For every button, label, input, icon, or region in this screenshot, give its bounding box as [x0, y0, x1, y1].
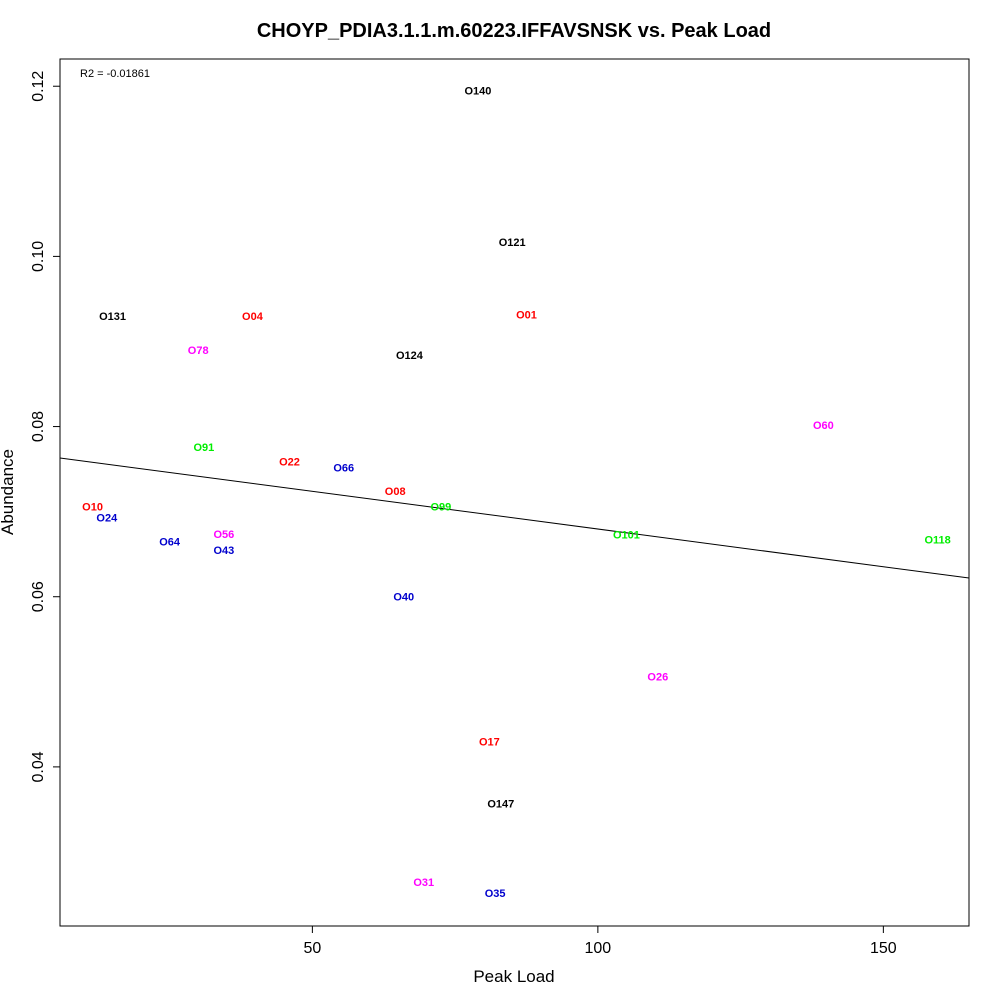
data-point-o91: O91 [193, 442, 214, 454]
y-tick-label: 0.06 [30, 581, 47, 612]
data-point-o121: O121 [499, 237, 526, 249]
data-point-o35: O35 [485, 888, 506, 900]
r2-annotation: R2 = -0.01861 [80, 68, 150, 80]
data-point-o131: O131 [99, 311, 126, 323]
plot-area-frame [59, 58, 970, 927]
chart-title: CHOYP_PDIA3.1.1.m.60223.IFFAVSNSK vs. Pe… [257, 20, 771, 42]
data-point-o78: O78 [188, 345, 209, 357]
x-tick-label: 150 [870, 940, 897, 957]
data-point-o04: O04 [242, 311, 264, 323]
data-point-o147: O147 [487, 798, 514, 810]
data-point-o26: O26 [647, 672, 668, 684]
x-tick-label: 50 [303, 940, 321, 957]
x-tick-label: 100 [585, 940, 612, 957]
y-tick-label: 0.04 [30, 751, 47, 782]
data-point-o17: O17 [479, 736, 500, 748]
data-point-o43: O43 [213, 545, 234, 557]
data-point-o101: O101 [613, 530, 640, 542]
data-points: O140 O121 O131 O04 O01 O78 O124 O60 O91 O22 O66 O08… [82, 85, 951, 899]
data-point-o10: O10 [82, 502, 103, 514]
data-point-o40: O40 [393, 592, 414, 604]
data-point-o99: O99 [430, 502, 451, 514]
data-point-o140: O140 [464, 85, 491, 97]
x-axis-label: Peak Load [473, 967, 554, 986]
data-point-o31: O31 [413, 877, 434, 889]
y-tick-label: 0.12 [30, 71, 47, 102]
data-point-o124: O124 [396, 350, 424, 362]
data-point-o24: O24 [96, 513, 118, 525]
x-axis: 50 100 150 [303, 926, 897, 957]
data-point-o60: O60 [813, 420, 834, 432]
data-point-o66: O66 [333, 462, 354, 474]
y-axis: 0.04 0.06 0.08 0.10 0.12 [30, 71, 60, 782]
data-point-o64: O64 [159, 536, 181, 548]
y-tick-label: 0.08 [30, 411, 47, 442]
data-point-o01: O01 [516, 309, 537, 321]
data-point-o56: O56 [213, 529, 234, 541]
y-tick-label: 0.10 [30, 241, 47, 272]
y-axis-label: Abundance [0, 449, 17, 535]
data-point-o08: O08 [385, 486, 406, 498]
data-point-o22: O22 [279, 456, 300, 468]
regression-line [59, 457, 970, 579]
data-point-o118: O118 [924, 535, 950, 547]
